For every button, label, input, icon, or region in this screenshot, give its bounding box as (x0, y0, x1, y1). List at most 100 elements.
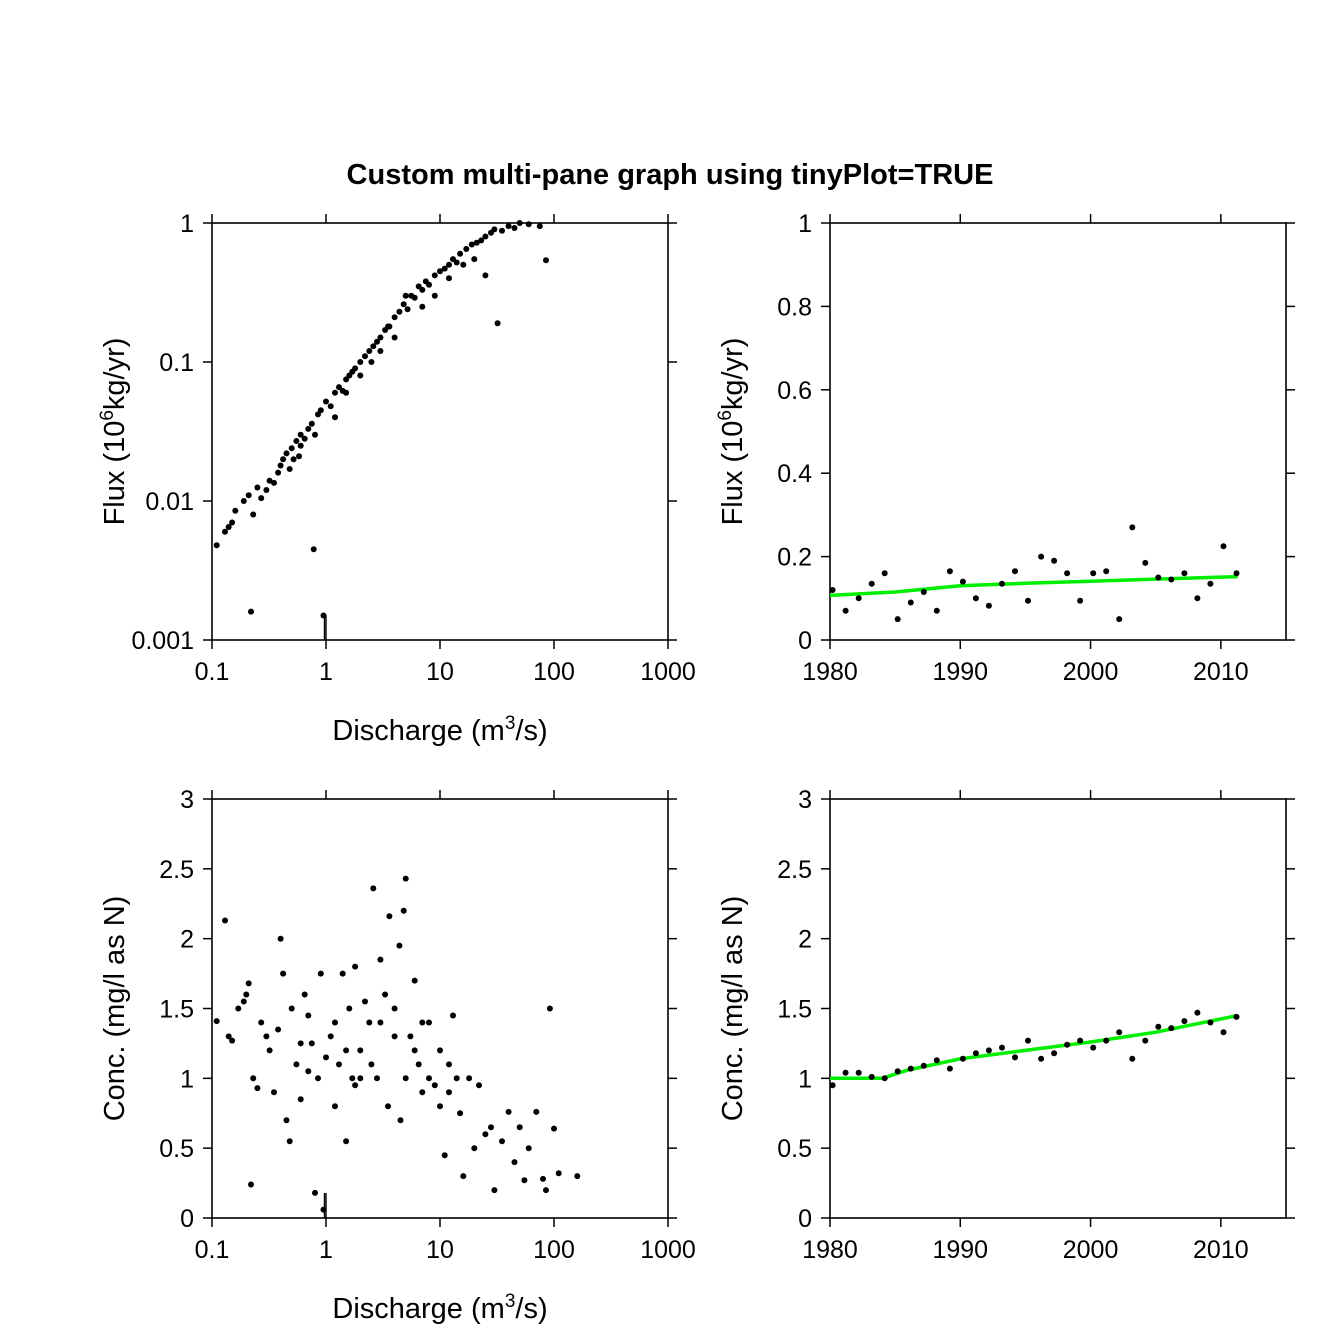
data-point (296, 453, 302, 460)
data-point (396, 308, 403, 315)
data-point (946, 1065, 953, 1072)
trend-line (830, 1013, 1239, 1081)
data-point (343, 1047, 350, 1054)
axis-label-main: Conc. (mg/l as N) (99, 896, 131, 1122)
data-point (453, 259, 460, 266)
y-tick-label: 1 (180, 210, 194, 238)
data-point (263, 487, 270, 493)
data-point (391, 1033, 398, 1040)
data-point (920, 589, 927, 595)
data-point (266, 1047, 273, 1054)
data-point (499, 227, 505, 234)
data-point (402, 1075, 409, 1082)
y-tick-label: 0.8 (777, 293, 812, 321)
data-point (1129, 1055, 1136, 1062)
data-point (446, 275, 452, 282)
x-tick-label: 1990 (932, 658, 988, 686)
data-point (1051, 1050, 1058, 1057)
data-point (431, 272, 438, 279)
data-point (400, 907, 407, 914)
y-tick-label: 1 (798, 1065, 812, 1093)
y-tick-label: 2 (798, 926, 812, 954)
data-point (540, 1175, 546, 1182)
x-tick-label: 2010 (1193, 1236, 1249, 1264)
data-point (317, 407, 324, 414)
data-point (1155, 1023, 1162, 1030)
data-point (555, 1170, 562, 1177)
data-point (1233, 570, 1240, 577)
data-point (301, 991, 308, 998)
data-point (1064, 1041, 1071, 1048)
data-point (1090, 1044, 1097, 1051)
data-point (332, 1103, 338, 1110)
data-point (293, 438, 300, 444)
y-tick-label: 0.2 (777, 544, 812, 572)
data-point (505, 223, 512, 230)
data-point (280, 970, 287, 977)
x-tick-label: 1000 (640, 1236, 696, 1264)
data-point (453, 1075, 460, 1082)
x-tick-label: 2000 (1063, 658, 1119, 686)
data-point (959, 1055, 966, 1062)
y-tick-label: 1.5 (159, 996, 194, 1024)
data-point (933, 607, 940, 614)
y-axis-label: Flux (106kg/yr) (715, 338, 749, 526)
data-point (1012, 568, 1018, 575)
data-point (312, 1189, 318, 1196)
panel-flux_vs_q: 0.1 1 10 100 1000 0.001 0.01 0.1 1 Discharge (m3/… (97, 210, 696, 747)
data-point (999, 1044, 1005, 1051)
data-point (437, 1047, 443, 1054)
data-point (258, 1019, 265, 1026)
y-axis-label: Conc. (mg/l as N) (717, 896, 749, 1122)
data-point (362, 998, 368, 1005)
data-point (419, 286, 426, 293)
data-point (308, 1040, 315, 1047)
data-point (543, 257, 549, 264)
data-point (391, 1005, 398, 1012)
y-tick-label: 0.6 (777, 377, 812, 405)
data-point (551, 1125, 557, 1132)
data-point (511, 1159, 518, 1166)
data-point (491, 226, 498, 233)
data-point (377, 1019, 384, 1026)
data-point (829, 587, 836, 593)
data-point (446, 1089, 452, 1096)
data-point (290, 456, 297, 463)
data-point (288, 1005, 295, 1012)
axis-label-rest: /s) (515, 715, 547, 747)
data-point (471, 1145, 478, 1152)
axis-label-main: Flux (10 (717, 421, 749, 526)
data-point (213, 542, 220, 549)
x-tick-label: 1990 (932, 1236, 988, 1264)
data-point (473, 239, 480, 246)
data-point (323, 1054, 329, 1061)
data-point (1168, 576, 1175, 583)
data-point (999, 580, 1005, 587)
data-point (533, 1108, 540, 1115)
data-point (1025, 1037, 1031, 1044)
data-point (320, 1206, 327, 1213)
data-point (516, 220, 523, 226)
data-point (297, 431, 304, 438)
plot-frame (211, 798, 669, 1219)
axis-label-superscript: 6 (715, 410, 736, 421)
data-point (317, 970, 324, 977)
data-point (920, 1062, 927, 1069)
plot-frame (211, 222, 669, 641)
axis-label-rest: /s) (515, 1293, 547, 1325)
data-point (283, 450, 290, 457)
data-point (419, 1089, 426, 1096)
data-point (288, 445, 295, 452)
data-point (357, 359, 364, 365)
axis-label-rest: kg/yr) (717, 338, 749, 411)
data-point (411, 977, 418, 984)
data-point (374, 338, 380, 345)
data-point (280, 456, 287, 463)
data-point (460, 261, 467, 268)
data-point (250, 1075, 257, 1082)
data-point (343, 389, 350, 396)
y-tick-label: 0 (798, 1205, 812, 1233)
data-point (482, 233, 489, 240)
data-point (377, 348, 384, 354)
